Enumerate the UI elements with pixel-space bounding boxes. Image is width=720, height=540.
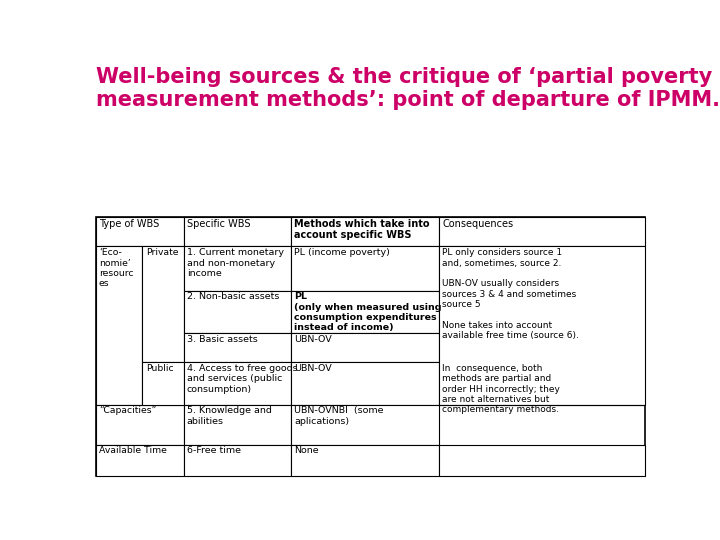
Bar xyxy=(291,405,439,445)
Bar xyxy=(184,291,291,333)
Text: UBN-OVNBI  (some
aplications): UBN-OVNBI (some aplications) xyxy=(294,407,384,426)
Text: None: None xyxy=(294,447,319,455)
Bar xyxy=(96,217,645,476)
Bar xyxy=(291,291,439,333)
Bar xyxy=(143,362,184,405)
Text: 2. Non-basic assets: 2. Non-basic assets xyxy=(187,292,279,301)
Bar xyxy=(291,217,439,246)
Bar xyxy=(291,246,439,291)
Text: Methods which take into
account specific WBS: Methods which take into account specific… xyxy=(294,219,430,240)
Text: Public: Public xyxy=(145,364,174,373)
Text: PL
(only when measured using
consumption expenditures
instead of income): PL (only when measured using consumption… xyxy=(294,292,441,333)
Text: UBN-OV: UBN-OV xyxy=(294,335,332,344)
Bar xyxy=(184,246,291,291)
Bar xyxy=(184,217,291,246)
Bar xyxy=(291,445,439,476)
Text: ‘Eco-
nomie’
resourc
es: ‘Eco- nomie’ resourc es xyxy=(99,248,133,288)
Text: “Capacities”: “Capacities” xyxy=(99,407,156,415)
Bar xyxy=(184,362,291,405)
Bar xyxy=(184,405,291,445)
Text: UBN-OV: UBN-OV xyxy=(294,364,332,373)
Text: 5. Knowledge and
abilities: 5. Knowledge and abilities xyxy=(187,407,271,426)
Text: 3. Basic assets: 3. Basic assets xyxy=(187,335,258,344)
Bar xyxy=(291,333,439,362)
Bar xyxy=(184,445,291,476)
Text: Available Time: Available Time xyxy=(99,447,167,455)
Text: 6-Free time: 6-Free time xyxy=(187,447,241,455)
Bar xyxy=(439,246,645,405)
Text: 1. Current monetary
and non-monetary
income: 1. Current monetary and non-monetary inc… xyxy=(187,248,284,278)
Text: Specific WBS: Specific WBS xyxy=(187,219,251,228)
Text: 4. Access to free goods
and services (public
consumption): 4. Access to free goods and services (pu… xyxy=(187,364,297,394)
Bar xyxy=(96,217,184,246)
Bar xyxy=(143,246,184,362)
Text: PL (income poverty): PL (income poverty) xyxy=(294,248,390,257)
Text: Consequences: Consequences xyxy=(443,219,513,228)
Text: In  consequence, both
methods are partial and
order HH incorrectly; they
are not: In consequence, both methods are partial… xyxy=(443,364,560,414)
Bar xyxy=(291,362,439,405)
Bar xyxy=(96,405,184,445)
Text: Well-being sources & the critique of ‘partial poverty
measurement methods’: poin: Well-being sources & the critique of ‘pa… xyxy=(96,67,719,110)
Text: Private: Private xyxy=(145,248,178,257)
Text: PL only considers source 1
and, sometimes, source 2.

UBN-OV usually considers
s: PL only considers source 1 and, sometime… xyxy=(443,248,580,340)
Bar xyxy=(96,445,184,476)
Text: Type of WBS: Type of WBS xyxy=(99,219,159,228)
Bar xyxy=(184,333,291,362)
Bar xyxy=(439,217,645,246)
Bar xyxy=(439,445,645,476)
Bar xyxy=(96,246,143,405)
